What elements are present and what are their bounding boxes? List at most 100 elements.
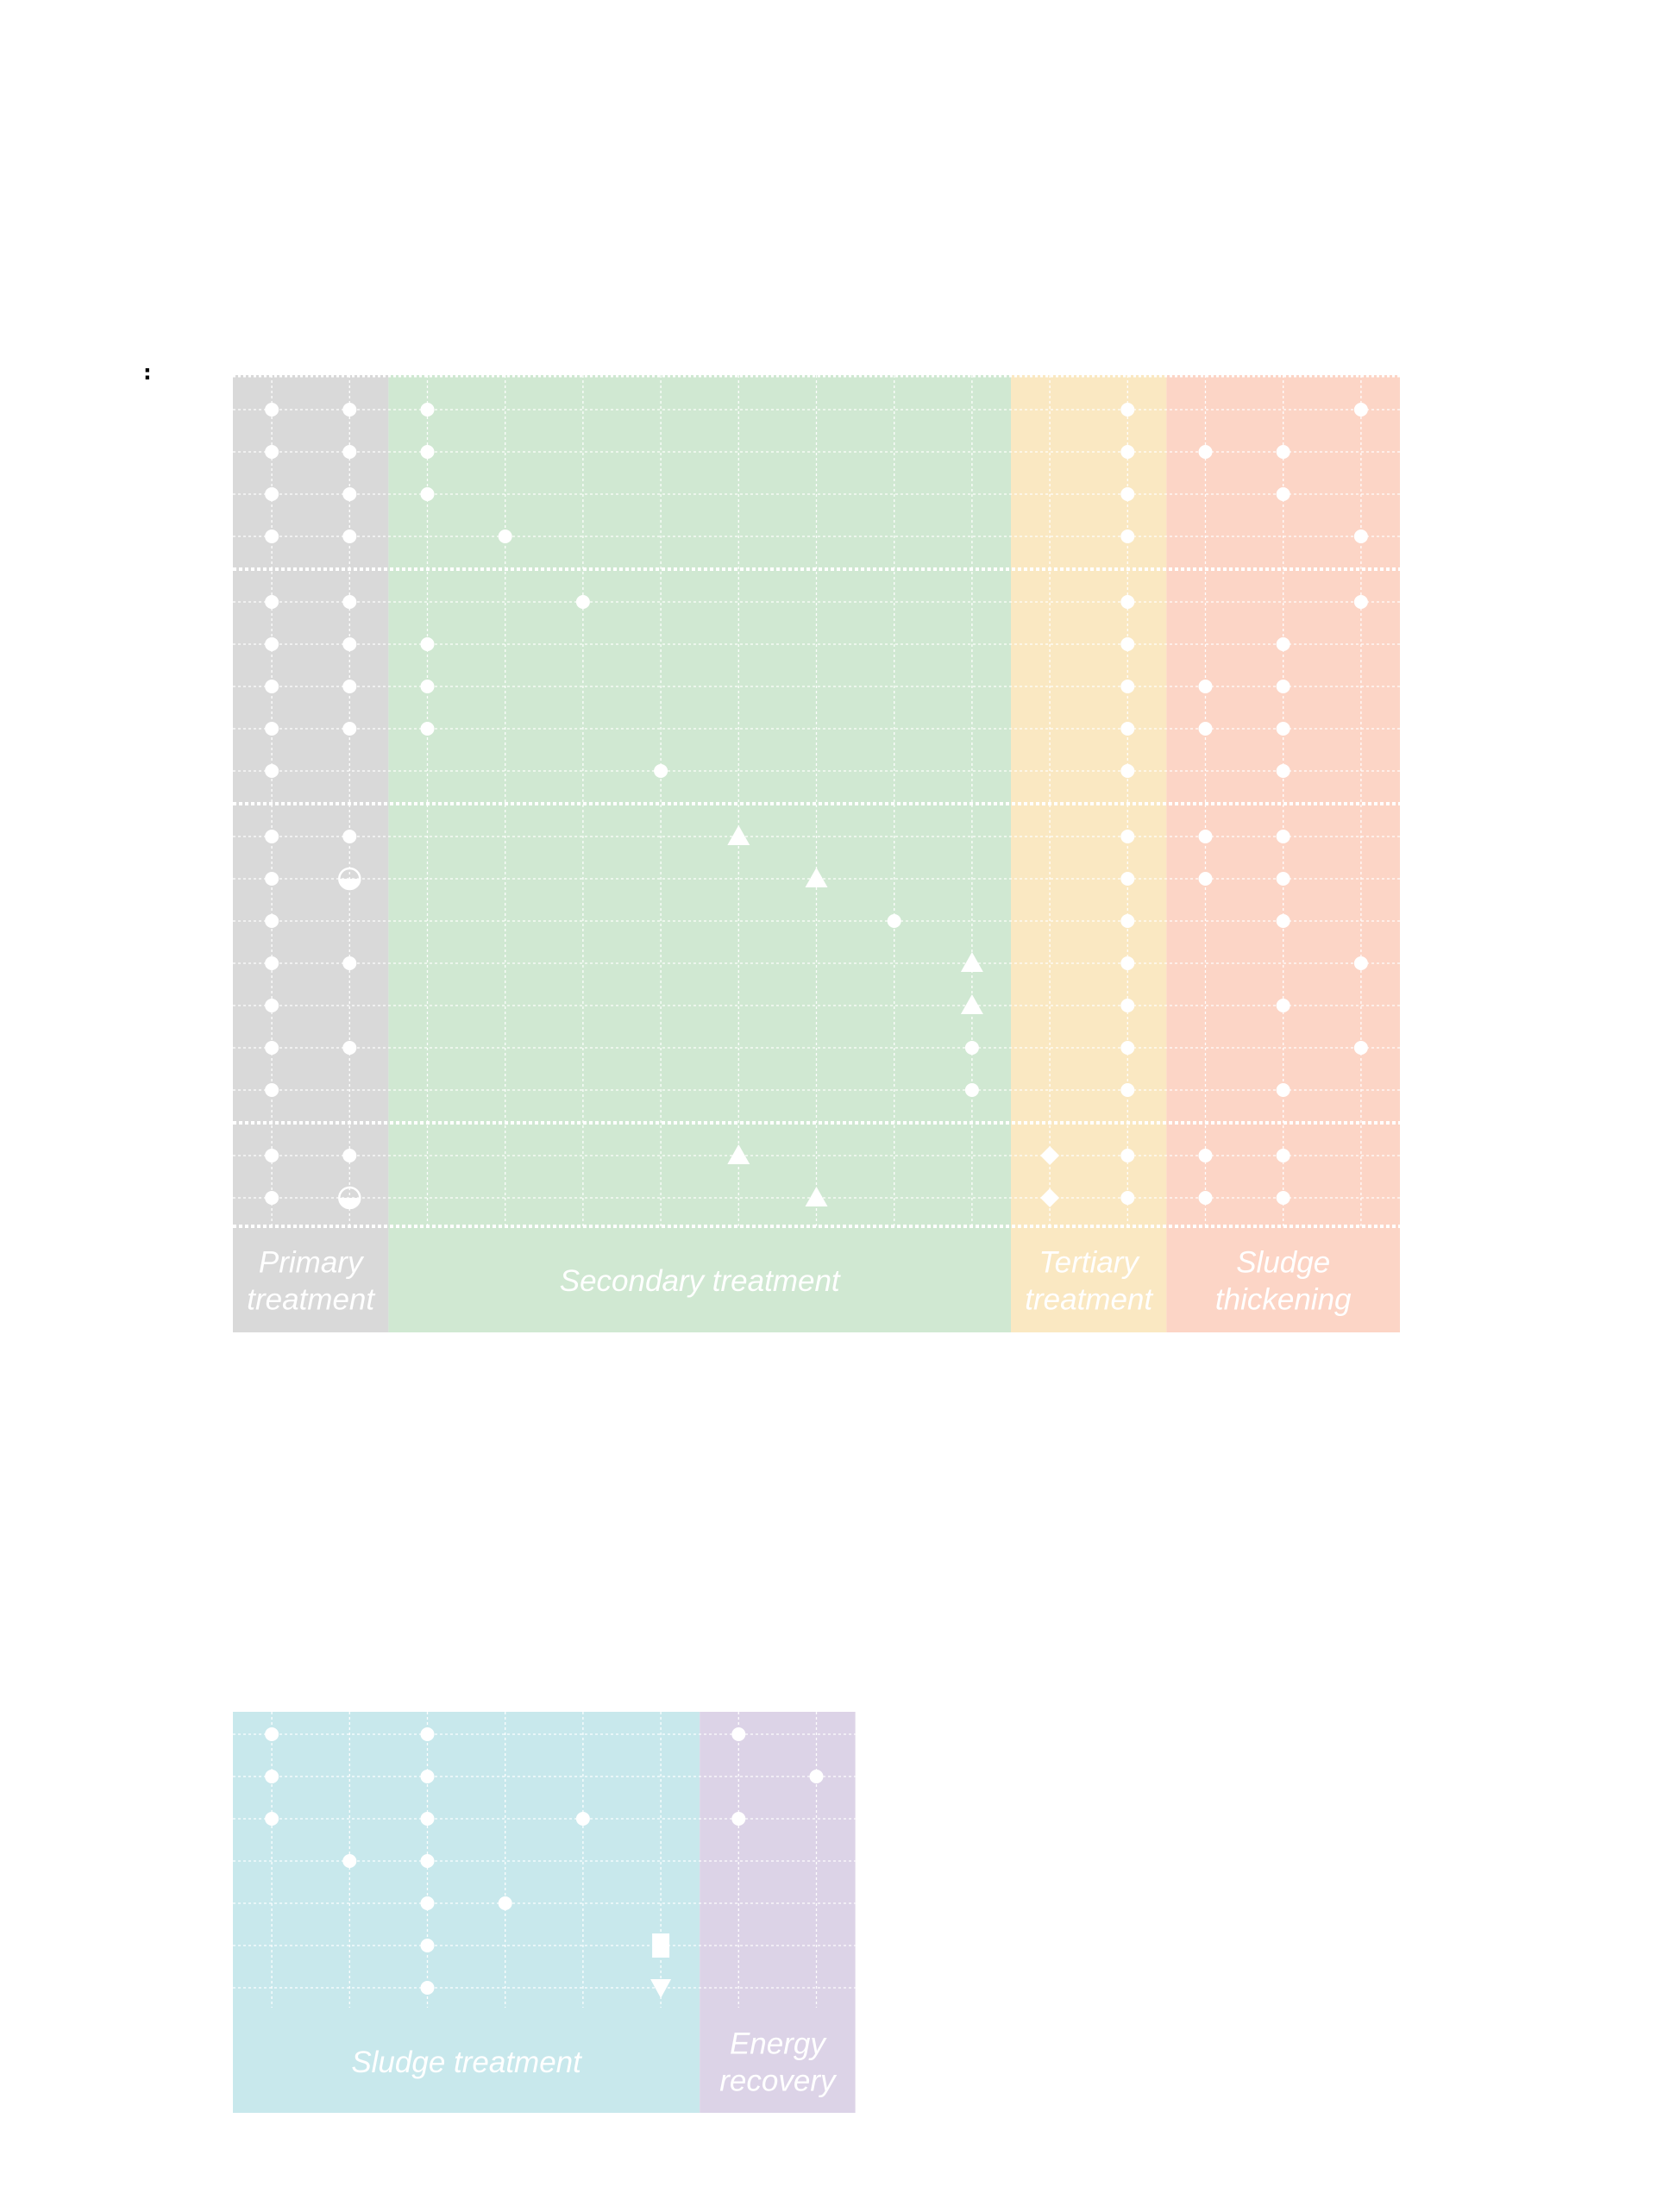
marker-circle bbox=[731, 1812, 746, 1826]
marker-circle bbox=[1353, 1041, 1368, 1055]
marker-circle bbox=[1198, 1149, 1213, 1162]
marker-circle bbox=[265, 1812, 279, 1826]
marker-circle bbox=[420, 1770, 435, 1783]
marker-circle bbox=[498, 1896, 512, 1910]
band-tertiary bbox=[1011, 375, 1167, 1332]
marker-circle bbox=[1276, 872, 1290, 886]
marker-triangle-up bbox=[727, 825, 750, 845]
marker-circle bbox=[731, 1727, 746, 1741]
marker-circle bbox=[1198, 872, 1213, 886]
marker-circle bbox=[342, 956, 357, 970]
marker-square bbox=[652, 1933, 670, 1958]
marker-circle bbox=[265, 914, 279, 928]
marker-circle bbox=[1276, 637, 1290, 651]
marker-circle bbox=[1198, 680, 1213, 693]
marker-circle bbox=[1276, 914, 1290, 928]
marker-circle bbox=[265, 1770, 279, 1783]
marker-circle bbox=[265, 445, 279, 459]
marker-circle bbox=[1276, 1191, 1290, 1205]
band-energy bbox=[700, 1712, 856, 2113]
marker-circle bbox=[1120, 999, 1135, 1012]
marker-circle bbox=[265, 999, 279, 1012]
marker-circle bbox=[265, 637, 279, 651]
marker-triangle-down bbox=[650, 1979, 672, 1998]
band-label-line: Primary bbox=[259, 1246, 365, 1280]
half-circle-fill bbox=[339, 1198, 361, 1208]
marker-circle bbox=[1276, 999, 1290, 1012]
marker-circle bbox=[420, 403, 435, 417]
marker-circle bbox=[265, 595, 279, 609]
marker-circle bbox=[1120, 1083, 1135, 1097]
marker-circle bbox=[1120, 595, 1135, 609]
marker-circle bbox=[1198, 445, 1213, 459]
marker-circle bbox=[1120, 956, 1135, 970]
panel-bottom: Sludge treatment Energy recovery bbox=[233, 1712, 856, 2113]
marker-circle bbox=[265, 830, 279, 843]
marker-circle bbox=[420, 445, 435, 459]
marker-circle bbox=[342, 830, 357, 843]
marker-circle bbox=[1120, 1191, 1135, 1205]
marker-circle bbox=[342, 595, 357, 609]
marker-triangle-up bbox=[805, 1187, 828, 1206]
marker-circle bbox=[1120, 830, 1135, 843]
band-label-thickening: Sludge thickening bbox=[1215, 1246, 1352, 1317]
marker-circle bbox=[420, 722, 435, 736]
marker-circle bbox=[575, 595, 590, 609]
marker-circle bbox=[1276, 830, 1290, 843]
marker-circle bbox=[265, 1149, 279, 1162]
marker-half-circle bbox=[338, 1186, 361, 1210]
marker-circle bbox=[265, 530, 279, 543]
band-label-line: treatment bbox=[247, 1283, 375, 1317]
marker-circle bbox=[1276, 722, 1290, 736]
marker-triangle-up bbox=[960, 952, 983, 972]
marker-circle bbox=[498, 530, 512, 543]
marker-triangle-up bbox=[727, 1144, 750, 1164]
marker-circle bbox=[420, 1981, 435, 1995]
marker-circle bbox=[1120, 764, 1135, 778]
marker-circle bbox=[265, 764, 279, 778]
band-secondary bbox=[388, 375, 1011, 1332]
marker-circle bbox=[1120, 1041, 1135, 1055]
marker-circle bbox=[420, 1727, 435, 1741]
marker-circle bbox=[964, 1041, 979, 1055]
band-label-line: thickening bbox=[1215, 1283, 1352, 1317]
marker-circle bbox=[265, 1191, 279, 1205]
band-label-secondary: Secondary treatment bbox=[560, 1264, 841, 1298]
marker-circle bbox=[1120, 872, 1135, 886]
marker-circle bbox=[1198, 1191, 1213, 1205]
marker-circle bbox=[1120, 530, 1135, 543]
marker-circle bbox=[887, 914, 901, 928]
band-label-line: Secondary treatment bbox=[560, 1264, 841, 1298]
marker-circle bbox=[654, 764, 668, 778]
marker-circle bbox=[1276, 487, 1290, 501]
marker-circle bbox=[265, 872, 279, 886]
marker-circle bbox=[420, 1854, 435, 1868]
marker-circle bbox=[342, 487, 357, 501]
marker-circle bbox=[1120, 680, 1135, 693]
marker-circle bbox=[1120, 722, 1135, 736]
marker-circle bbox=[342, 1149, 357, 1162]
marker-circle bbox=[265, 1083, 279, 1097]
marker-circle bbox=[1276, 764, 1290, 778]
marker-triangle-up bbox=[960, 994, 983, 1014]
marker-circle bbox=[420, 637, 435, 651]
marker-circle bbox=[1198, 722, 1213, 736]
marker-circle bbox=[1353, 956, 1368, 970]
marker-circle bbox=[342, 1041, 357, 1055]
band-label-line: Sludge bbox=[1236, 1246, 1330, 1280]
marker-circle bbox=[342, 445, 357, 459]
band-label-line: Energy bbox=[730, 2027, 827, 2061]
marker-circle bbox=[420, 1939, 435, 1952]
marker-circle bbox=[265, 487, 279, 501]
marker-circle bbox=[420, 1896, 435, 1910]
marker-circle bbox=[1120, 403, 1135, 417]
marker-circle bbox=[1120, 914, 1135, 928]
band-primary bbox=[233, 375, 389, 1332]
marker-circle bbox=[809, 1770, 824, 1783]
marker-circle bbox=[1353, 530, 1368, 543]
marker-circle bbox=[1276, 1083, 1290, 1097]
marker-circle bbox=[342, 403, 357, 417]
marker-circle bbox=[1120, 487, 1135, 501]
marker-circle bbox=[342, 637, 357, 651]
band-label-line: Tertiary bbox=[1039, 1246, 1140, 1280]
